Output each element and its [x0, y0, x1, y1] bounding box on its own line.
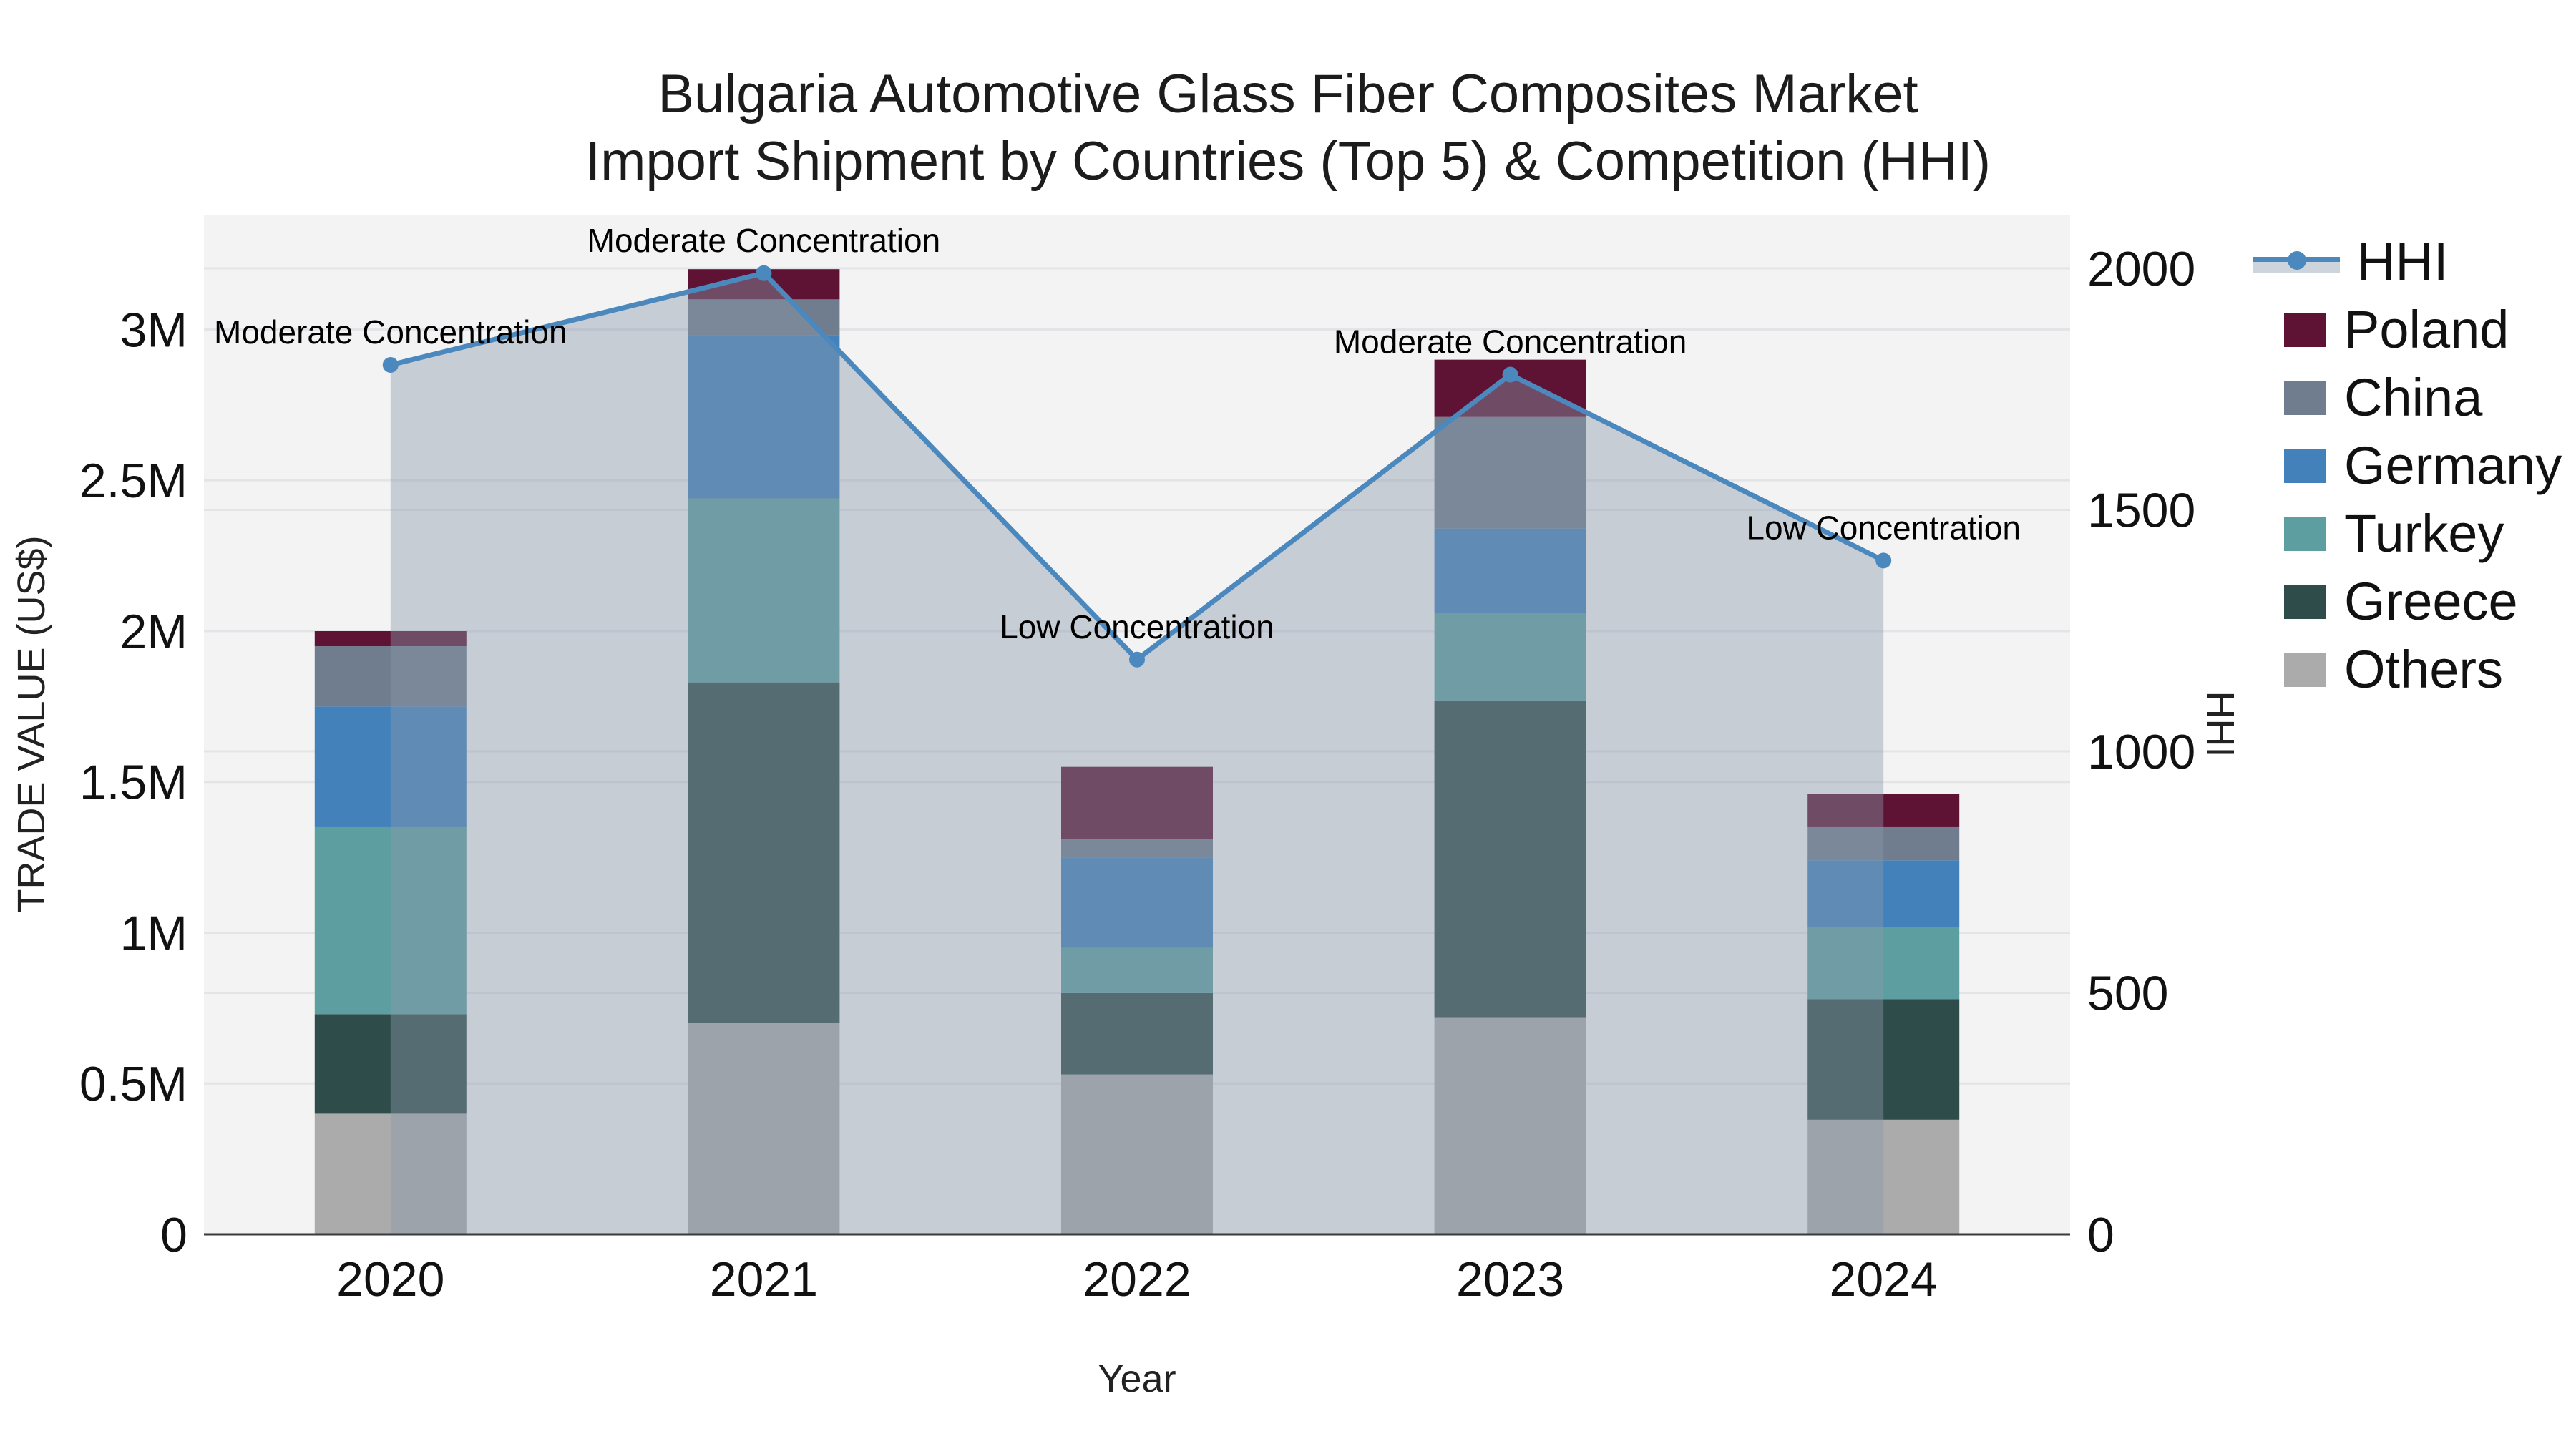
bar-segment-turkey-2021[interactable] — [688, 498, 840, 683]
bar-segment-others-2023[interactable] — [1434, 1017, 1586, 1234]
legend-item-germany[interactable]: Germany — [2253, 431, 2562, 499]
legend-item-hhi[interactable]: HHI — [2253, 228, 2562, 296]
bar-segment-greece-2024[interactable] — [1807, 999, 1960, 1120]
chart-title-line1: Bulgaria Automotive Glass Fiber Composit… — [658, 64, 1918, 125]
right-tick-500: 500 — [2087, 966, 2168, 1020]
bar-segment-poland-2024[interactable] — [1807, 794, 1960, 827]
bar-segment-greece-2022[interactable] — [1061, 992, 1213, 1075]
left-tick-2M: 2M — [120, 605, 187, 659]
bar-segment-germany-2023[interactable] — [1434, 528, 1586, 613]
bar-segment-greece-2023[interactable] — [1434, 700, 1586, 1018]
annotation-2021: Moderate Concentration — [587, 222, 941, 259]
bar-segment-others-2020[interactable] — [314, 1113, 467, 1234]
annotation-2022: Low Concentration — [1000, 608, 1274, 645]
legend-label: Poland — [2344, 300, 2509, 359]
x-axis-title: Year — [1098, 1357, 1176, 1400]
bar-segment-others-2021[interactable] — [688, 1023, 840, 1234]
hhi-marker-2022[interactable] — [1129, 651, 1145, 668]
bar-segment-greece-2021[interactable] — [688, 682, 840, 1023]
legend-label: Germany — [2344, 436, 2562, 495]
right-tick-2000: 2000 — [2087, 242, 2195, 296]
legend-swatch-icon — [2284, 584, 2326, 619]
legend-label: Greece — [2344, 572, 2518, 631]
bar-segment-china-2021[interactable] — [688, 299, 840, 336]
legend-label: Turkey — [2344, 504, 2504, 563]
legend-swatch-icon — [2284, 516, 2326, 551]
bar-segment-turkey-2024[interactable] — [1807, 927, 1960, 1000]
left-axis-title: TRADE VALUE (US$) — [10, 535, 53, 912]
left-tick-1M: 1M — [120, 906, 187, 960]
right-tick-1500: 1500 — [2087, 483, 2195, 537]
legend-swatch-icon — [2284, 448, 2326, 483]
legend-label: HHI — [2357, 232, 2449, 291]
x-tick-2021: 2021 — [710, 1252, 818, 1307]
bar-segment-china-2020[interactable] — [314, 646, 467, 707]
left-tick-1.5M: 1.5M — [79, 756, 187, 810]
legend-swatch-icon — [2284, 652, 2326, 687]
bar-segment-germany-2021[interactable] — [688, 335, 840, 499]
legend-item-poland[interactable]: Poland — [2253, 296, 2562, 364]
bar-segment-turkey-2020[interactable] — [314, 826, 467, 1015]
left-tick-3M: 3M — [120, 303, 187, 357]
bar-segment-china-2022[interactable] — [1061, 839, 1213, 858]
bar-segment-germany-2022[interactable] — [1061, 857, 1213, 948]
bar-segment-poland-2020[interactable] — [314, 631, 467, 647]
legend-label: Others — [2344, 640, 2504, 699]
legend-item-china[interactable]: China — [2253, 364, 2562, 431]
bar-segment-turkey-2023[interactable] — [1434, 613, 1586, 701]
hhi-marker-2023[interactable] — [1502, 366, 1518, 383]
right-axis-title: HHI — [2199, 691, 2242, 758]
hhi-marker-2021[interactable] — [756, 265, 772, 281]
legend-label: China — [2344, 368, 2483, 427]
x-tick-2024: 2024 — [1830, 1252, 1938, 1307]
bar-segment-others-2022[interactable] — [1061, 1074, 1213, 1234]
x-tick-2022: 2022 — [1083, 1252, 1191, 1307]
bar-segment-turkey-2022[interactable] — [1061, 947, 1213, 993]
bar-segment-germany-2020[interactable] — [314, 706, 467, 827]
left-tick-2.5M: 2.5M — [79, 454, 187, 508]
bar-segment-greece-2020[interactable] — [314, 1014, 467, 1114]
annotation-2020: Moderate Concentration — [214, 313, 567, 351]
x-tick-2023: 2023 — [1456, 1252, 1564, 1307]
bar-segment-china-2024[interactable] — [1807, 826, 1960, 861]
left-tick-0.5M: 0.5M — [79, 1057, 187, 1111]
hhi-marker-2024[interactable] — [1875, 552, 1892, 569]
annotation-2023: Moderate Concentration — [1334, 323, 1687, 361]
bar-segment-others-2024[interactable] — [1807, 1119, 1960, 1234]
left-tick-0: 0 — [160, 1208, 187, 1262]
bar-segment-germany-2024[interactable] — [1807, 860, 1960, 927]
hhi-marker-2020[interactable] — [382, 357, 399, 373]
hhi-line-swatch-icon — [2253, 250, 2340, 273]
legend-item-others[interactable]: Others — [2253, 635, 2562, 703]
legend-item-turkey[interactable]: Turkey — [2253, 499, 2562, 567]
hhi-area-fill — [390, 273, 1884, 1234]
right-tick-0: 0 — [2087, 1208, 2114, 1262]
annotation-2024: Low Concentration — [1746, 509, 2021, 546]
bar-segment-poland-2022[interactable] — [1061, 766, 1213, 839]
legend-swatch-icon — [2284, 312, 2326, 347]
bar-segment-china-2023[interactable] — [1434, 416, 1586, 529]
legend-item-greece[interactable]: Greece — [2253, 567, 2562, 635]
right-tick-1000: 1000 — [2087, 725, 2195, 779]
chart-legend: HHI Poland China Germany Turkey Greece Others — [2253, 228, 2562, 703]
legend-swatch-icon — [2284, 380, 2326, 415]
chart-title-line2: Import Shipment by Countries (Top 5) & C… — [585, 131, 1991, 192]
x-tick-2020: 2020 — [336, 1252, 444, 1307]
